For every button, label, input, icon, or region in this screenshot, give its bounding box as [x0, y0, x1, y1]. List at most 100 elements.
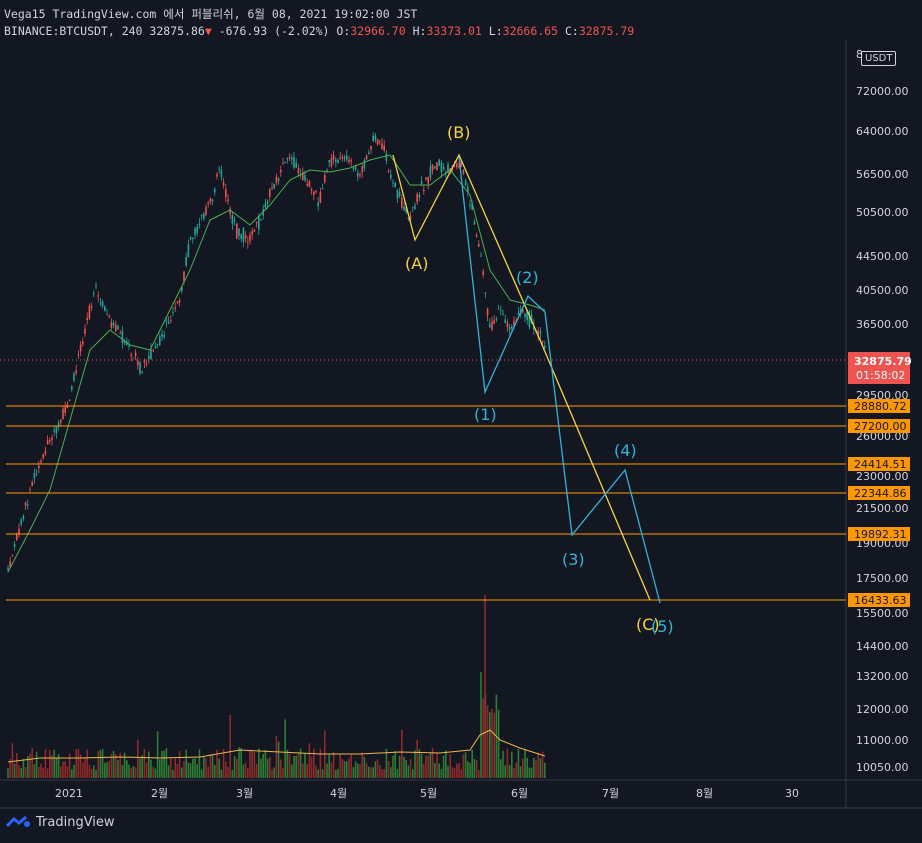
- volume-bar: [7, 768, 9, 778]
- volume-bar: [480, 672, 482, 778]
- volume-bar: [145, 762, 148, 778]
- candle-body: [429, 165, 432, 178]
- impulse-wave-line[interactable]: [458, 156, 661, 604]
- candle-body: [502, 313, 504, 315]
- bar-countdown: 01:58:02: [856, 369, 905, 382]
- volume-bar: [513, 767, 515, 778]
- volume-bar: [35, 751, 38, 778]
- symbol-label[interactable]: BINANCE:BTCUSDT, 240: [4, 24, 143, 38]
- candle-body: [308, 181, 311, 188]
- candle-body: [335, 159, 337, 162]
- candle-body: [11, 555, 14, 557]
- candle-body: [46, 440, 49, 445]
- tradingview-logo[interactable]: TradingView: [6, 814, 115, 830]
- candle-body: [134, 352, 137, 357]
- currency-badge[interactable]: USDT: [861, 51, 897, 66]
- candle-body: [44, 451, 47, 455]
- volume-bar: [293, 755, 295, 778]
- volume-bar: [90, 768, 93, 778]
- volume-bar: [38, 766, 40, 778]
- volume-bar: [198, 749, 201, 778]
- volume-bar: [172, 769, 174, 778]
- volume-bar: [541, 751, 544, 778]
- candle-body: [352, 168, 355, 170]
- candle-body: [62, 408, 64, 420]
- volume-bar: [315, 765, 317, 778]
- candle-body: [214, 189, 216, 193]
- volume-bar: [447, 765, 449, 778]
- candle-body: [106, 314, 108, 316]
- candle-body: [73, 373, 75, 381]
- volume-bar: [328, 754, 330, 778]
- candle-body: [544, 345, 546, 349]
- candle-body: [511, 326, 513, 329]
- candle-body: [434, 166, 436, 169]
- candle-body: [42, 454, 44, 458]
- level-lines: [6, 405, 846, 601]
- candle-body: [484, 292, 487, 294]
- candle-body: [170, 320, 172, 322]
- candle-body: [330, 158, 333, 167]
- candle-body: [508, 327, 511, 330]
- candle-body: [104, 306, 106, 311]
- candle-body: [537, 330, 539, 338]
- volume-bar: [482, 698, 484, 778]
- candle-body: [526, 309, 528, 320]
- candle-body: [315, 190, 317, 193]
- volume-bar: [42, 767, 44, 778]
- volume-bar: [390, 767, 392, 778]
- candle-body: [469, 204, 471, 206]
- volume-bar: [385, 748, 388, 778]
- candle-body: [82, 341, 84, 345]
- candle-body: [220, 170, 223, 178]
- candle-body: [172, 312, 174, 314]
- volume-bar: [31, 748, 33, 778]
- candle-body: [310, 189, 313, 191]
- wave-label-2: (2): [516, 268, 539, 287]
- volume-bar: [275, 736, 278, 778]
- volume-bar: [302, 763, 304, 778]
- candle-body: [18, 528, 20, 535]
- volume-bar: [414, 750, 416, 778]
- candle-body: [493, 320, 495, 324]
- price-tick: 72000.00: [856, 85, 909, 98]
- candle-body: [304, 175, 306, 181]
- level-tag-text: 16433.63: [854, 594, 907, 607]
- volume-bar: [467, 761, 469, 778]
- candle-body: [337, 160, 339, 164]
- candle-body: [27, 504, 29, 506]
- candle-body: [478, 244, 480, 247]
- volume-bar: [449, 754, 451, 778]
- volume-bar: [225, 761, 227, 778]
- candle-body: [280, 169, 282, 173]
- volume-bar: [528, 767, 531, 778]
- wave-label-a: (A): [405, 254, 428, 273]
- close-value: 32875.79: [578, 24, 635, 38]
- volume-bar: [456, 763, 458, 778]
- candle-body: [348, 159, 350, 163]
- volume-bar: [473, 758, 476, 778]
- candle-body: [132, 357, 135, 359]
- candle-body: [447, 164, 449, 173]
- volume-bar: [161, 750, 163, 778]
- price-tick: 11000.00: [856, 734, 909, 747]
- volume-bar: [515, 762, 517, 778]
- price-axis[interactable]: 8 72000.00 64000.00 56500.00 50500.00 44…: [856, 48, 909, 774]
- time-tick: 4월: [330, 787, 347, 800]
- volume-bar: [445, 750, 447, 778]
- candle-body: [77, 354, 80, 356]
- candle-body: [31, 482, 33, 486]
- candle-body: [139, 362, 141, 374]
- candle-body: [141, 371, 143, 373]
- level-tags: 28880.72 27200.00 24414.51 22344.86 1989…: [848, 399, 910, 607]
- volume-bar: [284, 719, 286, 778]
- abc-wave-line[interactable]: [392, 153, 651, 601]
- time-axis[interactable]: 2021 2월 3월 4월 5월 6월 7월 8월 30: [55, 787, 799, 800]
- candle-body: [174, 307, 176, 309]
- candle-body: [464, 180, 467, 185]
- volume-bar: [438, 763, 440, 778]
- wave-label-4: (4): [614, 441, 637, 460]
- candle-body: [242, 227, 245, 242]
- candle-body: [306, 184, 308, 186]
